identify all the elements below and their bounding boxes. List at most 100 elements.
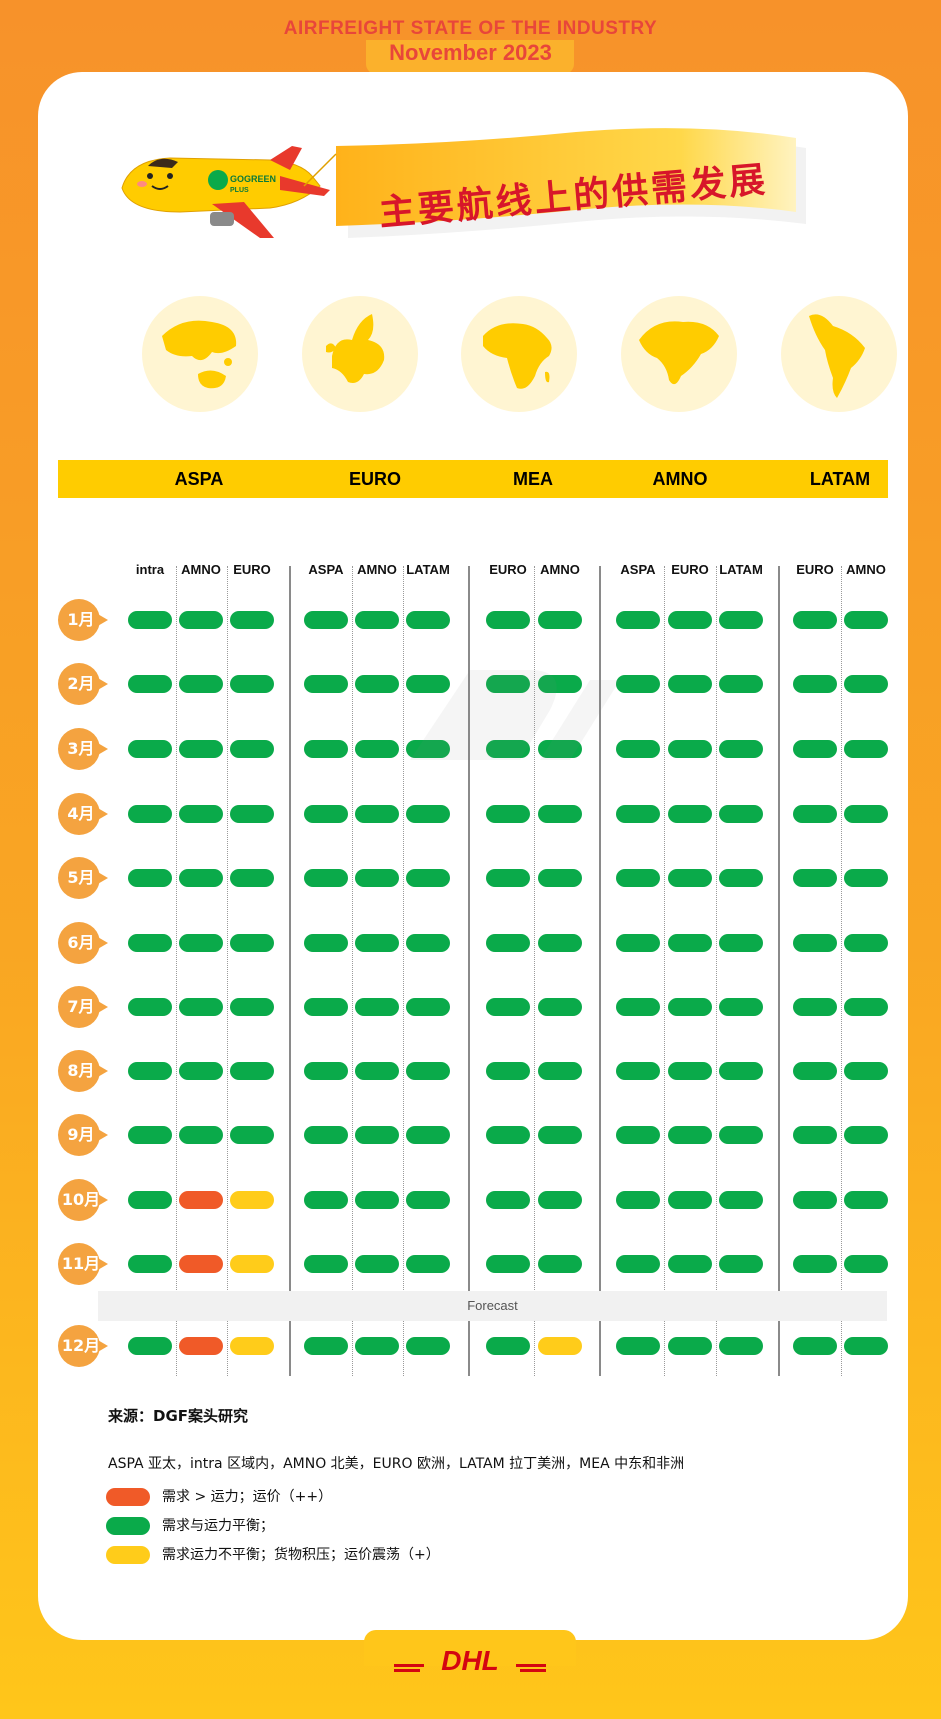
- month-badge: 1月: [58, 599, 108, 641]
- status-pill-green: [538, 805, 582, 823]
- month-badge: 10月: [58, 1179, 108, 1221]
- legend-text-green: 需求与运力平衡；: [162, 1518, 274, 1534]
- status-pill-green: [406, 1126, 450, 1144]
- status-pill-green: [128, 1191, 172, 1209]
- status-pill-green: [793, 1191, 837, 1209]
- month-badge: 2月: [58, 663, 108, 705]
- status-pill-green: [128, 1337, 172, 1355]
- status-pill-green: [406, 934, 450, 952]
- region-label-aspa: ASPA: [174, 469, 224, 489]
- status-pill-green: [304, 740, 348, 758]
- status-pill-green: [844, 611, 888, 629]
- status-pill-green: [355, 934, 399, 952]
- status-pill-green: [719, 675, 763, 693]
- status-pill-green: [406, 1255, 450, 1273]
- status-pill-green: [538, 1255, 582, 1273]
- status-pill-green: [406, 1337, 450, 1355]
- month-label: 4月: [67, 804, 95, 823]
- col-head-euro-aspa: ASPA: [308, 562, 344, 577]
- status-pill-red: [179, 1191, 223, 1209]
- lane-separator: [403, 566, 404, 1376]
- status-pill-yellow: [230, 1255, 274, 1273]
- status-pill-green: [793, 1337, 837, 1355]
- status-pill-green: [355, 1191, 399, 1209]
- dhl-watermark-icon: [410, 670, 620, 760]
- status-pill-green: [538, 1191, 582, 1209]
- region-label-euro: EURO: [348, 469, 401, 489]
- region-label-mea: MEA: [513, 469, 553, 489]
- status-pill-green: [486, 740, 530, 758]
- status-pill-green: [128, 869, 172, 887]
- status-pill-green: [616, 998, 660, 1016]
- month-badge: 3月: [58, 728, 108, 770]
- status-pill-green: [304, 805, 348, 823]
- legend-swatch-red: [106, 1488, 150, 1506]
- status-pill-green: [668, 611, 712, 629]
- south-america-map-icon: [781, 296, 897, 412]
- status-pill-green: [406, 740, 450, 758]
- status-pill-green: [844, 740, 888, 758]
- col-head-amno-euro: EURO: [671, 562, 709, 577]
- col-head-euro-amno: AMNO: [357, 562, 397, 577]
- status-pill-green: [230, 1126, 274, 1144]
- status-pill-green: [793, 740, 837, 758]
- footer-tab: [364, 1630, 576, 1666]
- status-pill-yellow: [230, 1191, 274, 1209]
- status-pill-green: [538, 1126, 582, 1144]
- month-badge: 4月: [58, 793, 108, 835]
- status-pill-green: [230, 934, 274, 952]
- status-pill-green: [719, 740, 763, 758]
- lane-separator: [176, 566, 177, 1376]
- status-pill-green: [486, 611, 530, 629]
- lane-separator: [664, 566, 665, 1376]
- status-pill-green: [128, 1126, 172, 1144]
- col-head-latam-amno: AMNO: [846, 562, 886, 577]
- legend-text-red: 需求 > 运力；运价（++）: [162, 1489, 333, 1505]
- status-pill-green: [844, 1255, 888, 1273]
- month-label: 1月: [67, 610, 95, 629]
- month-label: 2月: [67, 674, 95, 693]
- month-label: 8月: [67, 1061, 95, 1080]
- status-pill-green: [719, 611, 763, 629]
- status-pill-green: [304, 611, 348, 629]
- status-pill-green: [668, 1255, 712, 1273]
- status-pill-green: [719, 1191, 763, 1209]
- legend-swatch-yellow: [106, 1546, 150, 1564]
- status-pill-green: [304, 1191, 348, 1209]
- status-pill-green: [668, 1191, 712, 1209]
- status-pill-green: [406, 805, 450, 823]
- col-head-latam-euro: EURO: [796, 562, 834, 577]
- status-pill-green: [719, 998, 763, 1016]
- status-pill-green: [844, 1126, 888, 1144]
- status-pill-green: [844, 1337, 888, 1355]
- status-pill-green: [230, 998, 274, 1016]
- month-label: 11月: [61, 1254, 101, 1273]
- col-head-mea-amno: AMNO: [540, 562, 580, 577]
- status-pill-green: [230, 675, 274, 693]
- status-pill-green: [844, 869, 888, 887]
- month-badge: 8月: [58, 1050, 108, 1092]
- col-head-euro-latam: LATAM: [406, 562, 450, 577]
- dhl-logo-icon: DHL: [394, 1645, 546, 1676]
- status-pill-green: [719, 1126, 763, 1144]
- status-pill-green: [538, 1062, 582, 1080]
- month-label: 12月: [61, 1336, 101, 1355]
- status-pill-green: [793, 675, 837, 693]
- gogreen-text: GOGREEN: [230, 174, 276, 184]
- status-pill-green: [793, 998, 837, 1016]
- status-pill-green: [844, 1191, 888, 1209]
- region-separator: [599, 566, 601, 1376]
- dhl-logo-text: DHL: [441, 1645, 499, 1676]
- status-pill-green: [538, 740, 582, 758]
- status-pill-green: [179, 805, 223, 823]
- status-pill-green: [616, 934, 660, 952]
- legend-swatch-green: [106, 1517, 150, 1535]
- status-pill-green: [616, 611, 660, 629]
- region-label-amno: AMNO: [652, 469, 708, 489]
- status-pill-green: [793, 1062, 837, 1080]
- plus-text: PLUS: [230, 187, 249, 194]
- status-pill-green: [304, 1062, 348, 1080]
- report-date: November 2023: [389, 40, 552, 65]
- month-label: 6月: [67, 933, 95, 952]
- status-pill-green: [486, 805, 530, 823]
